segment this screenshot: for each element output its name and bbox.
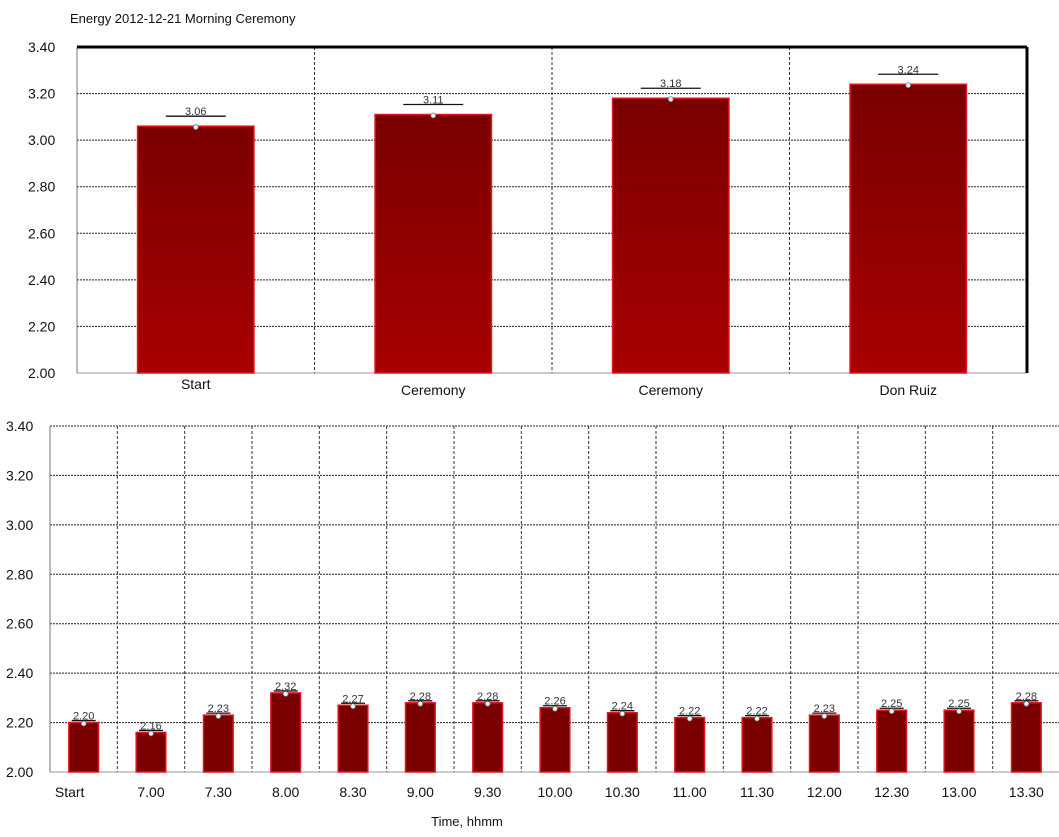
bar: [611, 97, 730, 374]
y-tick-label: 2.60: [6, 616, 33, 632]
data-label: 2.22: [746, 706, 767, 718]
bar: [539, 706, 571, 773]
x-tick-label: 10.00: [537, 784, 572, 800]
value-marker-dot: [552, 705, 558, 712]
value-marker-dot: [686, 715, 693, 722]
y-tick-label: 3.00: [28, 132, 55, 148]
y-tick-label: 2.80: [6, 566, 33, 582]
bar: [808, 714, 840, 773]
x-axis-label: Time, hhmm: [431, 814, 503, 829]
y-tick-label: 2.40: [28, 272, 55, 288]
x-tick-label: 11.00: [673, 784, 707, 800]
value-marker-dot: [667, 96, 674, 103]
value-marker-dot: [215, 713, 222, 720]
bar: [374, 113, 493, 374]
value-marker-dot: [484, 700, 491, 707]
value-marker-dot: [80, 720, 87, 727]
y-tick-label: 3.20: [28, 86, 55, 102]
data-label: 2.26: [544, 696, 565, 708]
value-marker-dot: [956, 708, 962, 715]
chart-title: Energy 2012-12-21 Morning Ceremony: [70, 11, 296, 26]
y-tick-label: 2.60: [28, 225, 55, 241]
data-label: 2.23: [814, 703, 835, 715]
value-marker-dot: [430, 112, 437, 119]
x-tick-label: 13.00: [941, 784, 976, 800]
bar: [270, 692, 302, 773]
x-tick-label: 8.30: [339, 784, 366, 800]
bar: [136, 125, 255, 374]
bar: [943, 709, 975, 773]
data-label: 2.22: [679, 706, 700, 718]
x-tick-label: Start: [181, 376, 211, 392]
y-tick-label: 3.00: [6, 517, 33, 533]
bar: [135, 731, 167, 773]
bar: [876, 709, 908, 773]
y-tick-label: 3.40: [28, 39, 55, 55]
bar: [202, 714, 234, 773]
value-marker-dot: [417, 700, 424, 707]
y-tick-label: 2.00: [6, 764, 33, 780]
value-marker-dot: [619, 710, 626, 717]
data-label: 2.20: [73, 711, 94, 723]
value-marker-dot: [1023, 700, 1030, 707]
data-label: 2.27: [342, 693, 363, 705]
x-tick-label: 7.30: [205, 784, 232, 800]
data-label: 3.18: [660, 78, 681, 90]
y-tick-label: 2.20: [6, 715, 33, 731]
value-marker-dot: [350, 703, 356, 710]
y-tick-label: 2.40: [6, 665, 33, 681]
data-label: 3.06: [185, 106, 206, 118]
value-marker-dot: [754, 715, 760, 722]
value-marker-dot: [888, 708, 895, 715]
x-tick-label: 12.00: [807, 784, 842, 800]
data-label: 2.16: [140, 720, 161, 732]
bar: [472, 702, 504, 773]
bar: [606, 711, 638, 773]
data-label: 2.24: [612, 701, 633, 713]
value-marker-dot: [905, 82, 912, 89]
y-tick-label: 3.40: [6, 418, 33, 434]
value-marker-dot: [192, 124, 199, 131]
x-tick-label: 13.30: [1009, 784, 1044, 800]
data-label: 3.24: [898, 64, 919, 76]
value-marker-dot: [148, 730, 154, 737]
bar: [68, 721, 100, 773]
data-label: 2.28: [410, 691, 431, 703]
y-tick-label: 2.00: [28, 365, 55, 381]
x-tick-label: 10.30: [605, 784, 640, 800]
bar: [404, 702, 436, 773]
bar: [337, 704, 369, 773]
x-tick-label: 12.30: [874, 784, 909, 800]
value-marker-dot: [282, 691, 289, 697]
bar: [674, 716, 706, 773]
data-label: 2.23: [208, 703, 229, 715]
value-marker-dot: [821, 713, 828, 720]
bar: [1010, 702, 1042, 773]
y-tick-label: 3.20: [6, 467, 33, 483]
x-tick-label: Start: [55, 784, 85, 800]
data-label: 2.28: [1016, 691, 1037, 703]
x-tick-label: Ceremony: [401, 382, 466, 398]
bar: [849, 83, 968, 374]
x-tick-label: 9.00: [407, 784, 434, 800]
x-tick-label: 9.30: [474, 784, 501, 800]
x-tick-label: 8.00: [272, 784, 299, 800]
chart-bottom: 2.00 2.20 2.40 2.60 2.80 3.00 3.20 3.40 2.20 Star…: [6, 418, 1059, 800]
data-label: 2.32: [275, 681, 296, 693]
x-tick-label: 7.00: [137, 784, 164, 800]
y-tick-label: 2.20: [28, 318, 55, 334]
x-tick-label: 11.30: [740, 784, 774, 800]
x-tick-label: Don Ruiz: [879, 382, 937, 398]
data-label: 2.25: [948, 698, 969, 710]
chart-top: 2.00 2.20 2.40 2.60 2.80 3.00 3.20 3.40 3.06 Star…: [28, 39, 1029, 398]
data-label: 2.25: [881, 698, 902, 710]
y-tick-label: 2.80: [28, 179, 55, 195]
x-tick-label: Ceremony: [638, 382, 703, 398]
data-label: 2.28: [477, 691, 498, 703]
data-label: 3.11: [423, 95, 444, 107]
bar: [741, 716, 773, 773]
